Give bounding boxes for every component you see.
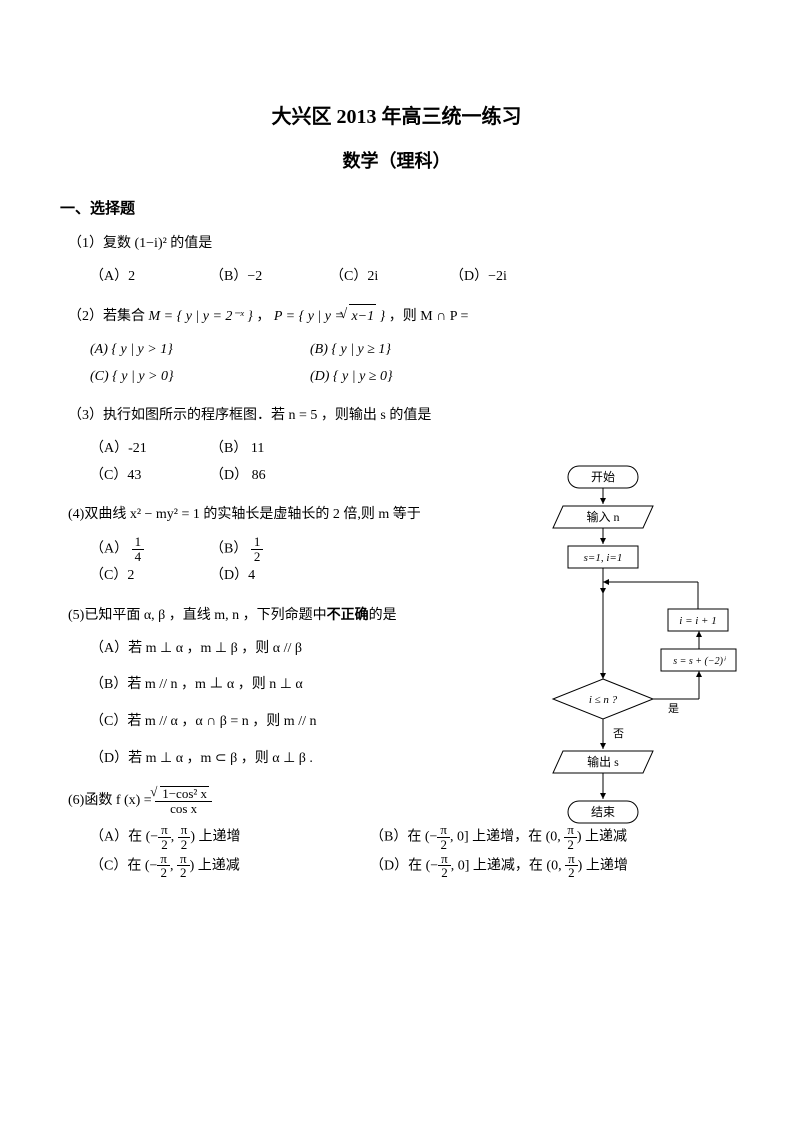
q5-bold: 不正确 bbox=[327, 608, 369, 623]
page-subtitle: 数学（理科） bbox=[60, 147, 733, 173]
fraction-icon: π2 bbox=[157, 852, 170, 880]
q2-p-post: } bbox=[376, 309, 385, 324]
q2-mid: ， bbox=[256, 309, 270, 324]
q6c-pre: （C）在 (− bbox=[90, 858, 157, 873]
q4-b-num: 1 bbox=[251, 535, 264, 550]
q2-opt-d: (D) { y | y ≥ 0} bbox=[310, 364, 530, 391]
q4-a-den: 4 bbox=[132, 550, 145, 564]
q3-options: （A）-21 （B） 11 （C）43 （D） 86 bbox=[60, 436, 480, 489]
q4-stem: (4)双曲线 x² − my² = 1 的实轴长是虚轴长的 2 倍,则 m 等于 bbox=[60, 503, 480, 527]
fc-no: 否 bbox=[613, 728, 624, 740]
q6-pre: (6)函数 f (x) = bbox=[68, 793, 155, 808]
exam-page: 大兴区 2013 年高三统一练习 数学（理科） 一、选择题 （1）复数 (1−i… bbox=[0, 0, 793, 934]
q5-opt-a: （A）若 m ⊥ α ，m ⊥ β ，则 α // β bbox=[90, 636, 480, 663]
q6a-pre: （A）在 (− bbox=[90, 830, 158, 845]
q6-opt-a: （A）在 (−π2, π2) 上递增 bbox=[90, 823, 370, 851]
q6a-d1: 2 bbox=[158, 838, 171, 852]
q2-stem: （2）若集合 M = { y | y = 2⁻ˣ } ， P = { y | y… bbox=[60, 304, 733, 329]
q4-a-num: 1 bbox=[132, 535, 145, 550]
q5-opt-c: （C）若 m // α ，α ∩ β = n ，则 m // n bbox=[90, 709, 480, 736]
q5-opt-d: （D）若 m ⊥ α ，m ⊂ β ，则 α ⊥ β . bbox=[90, 746, 480, 773]
q1-opt-c: （C）2i bbox=[330, 264, 450, 291]
q1-stem: （1）复数 (1−i)² 的值是 bbox=[60, 232, 733, 256]
fc-yes: 是 bbox=[668, 702, 679, 715]
q6-num-sqrt: 1−cos² x bbox=[160, 786, 209, 801]
fraction-icon: π2 bbox=[158, 823, 171, 851]
fraction-icon: π2 bbox=[177, 852, 190, 880]
fc-start: 开始 bbox=[591, 470, 615, 484]
fc-init: s=1, i=1 bbox=[584, 552, 623, 564]
q2-end: ，则 M ∩ P = bbox=[389, 309, 469, 324]
fraction-icon: 14 bbox=[132, 535, 145, 563]
q6b-d1: 2 bbox=[437, 838, 450, 852]
q6c-n1: π bbox=[157, 852, 170, 867]
page-title: 大兴区 2013 年高三统一练习 bbox=[60, 100, 733, 129]
q3-opt-c: （C）43 bbox=[90, 463, 210, 490]
q2-opt-b: (B) { y | y ≥ 1} bbox=[310, 337, 530, 364]
q6c-mid: , bbox=[170, 858, 177, 873]
fc-output: 输出 s bbox=[587, 754, 619, 769]
q6c-post: ) 上递减 bbox=[190, 858, 240, 873]
flowchart-diagram: 开始 输入 n s=1, i=1 i = i + 1 s = s + (−2)ⁱ… bbox=[513, 464, 743, 874]
fc-end: 结束 bbox=[591, 805, 615, 819]
q4-a-label: （A） bbox=[90, 542, 128, 557]
q4-b-den: 2 bbox=[251, 550, 264, 564]
q4-opt-b: （B） 12 bbox=[210, 535, 330, 563]
q1-opt-a: （A）2 bbox=[90, 264, 210, 291]
q4-opt-c: （C）2 bbox=[90, 563, 210, 590]
q3-stem: （3）执行如图所示的程序框图．若 n = 5 ，则输出 s 的值是 bbox=[60, 404, 480, 428]
q5-pre: (5)已知平面 α, β ，直线 m, n ，下列命题中 bbox=[68, 608, 327, 623]
q2-options: (A) { y | y > 1} (B) { y | y ≥ 1} (C) { … bbox=[60, 337, 733, 390]
fraction-icon: π2 bbox=[438, 852, 451, 880]
q1-opt-b: （B）−2 bbox=[210, 264, 330, 291]
fc-update: s = s + (−2)ⁱ bbox=[673, 656, 727, 667]
q5-opt-b: （B）若 m // n ，m ⊥ α ，则 n ⊥ α bbox=[90, 672, 480, 699]
q3-opt-a: （A）-21 bbox=[90, 436, 210, 463]
q1-options: （A）2 （B）−2 （C）2i （D）−2i bbox=[60, 264, 733, 291]
sqrt-icon: x−1 bbox=[347, 304, 376, 329]
q5-stem: (5)已知平面 α, β ，直线 m, n ，下列命题中不正确的是 bbox=[60, 604, 480, 628]
q5-options: （A）若 m ⊥ α ，m ⊥ β ，则 α // β （B）若 m // n … bbox=[60, 636, 480, 772]
q2-p-sqrt: x−1 bbox=[349, 304, 376, 329]
q6d-pre: （D）在 (− bbox=[370, 858, 438, 873]
q4-b-label: （B） bbox=[210, 542, 247, 557]
q6c-d1: 2 bbox=[157, 866, 170, 880]
q4-opt-a: （A） 14 bbox=[90, 535, 210, 563]
q3-opt-b: （B） 11 bbox=[210, 436, 330, 463]
q6-den: cos x bbox=[155, 802, 212, 816]
q6d-n1: π bbox=[438, 852, 451, 867]
q4-opt-d: （D）4 bbox=[210, 563, 330, 590]
fraction-icon: 12 bbox=[251, 535, 264, 563]
content-wrap: （1）复数 (1−i)² 的值是 （A）2 （B）−2 （C）2i （D）−2i… bbox=[60, 232, 733, 880]
fraction-icon: π2 bbox=[178, 823, 191, 851]
fraction-icon: π2 bbox=[437, 823, 450, 851]
q6a-n2: π bbox=[178, 823, 191, 838]
q6b-n1: π bbox=[437, 823, 450, 838]
fc-inc: i = i + 1 bbox=[679, 615, 716, 627]
q6d-d1: 2 bbox=[438, 866, 451, 880]
q6a-d2: 2 bbox=[178, 838, 191, 852]
q5-post: 的是 bbox=[369, 608, 397, 623]
section-header: 一、选择题 bbox=[60, 197, 733, 218]
q2-pre: （2）若集合 bbox=[68, 309, 149, 324]
q2-opt-c: (C) { y | y > 0} bbox=[90, 364, 310, 391]
sqrt-icon: 1−cos² x bbox=[158, 786, 209, 801]
q2-opt-a: (A) { y | y > 1} bbox=[90, 337, 310, 364]
q3-opt-d: （D） 86 bbox=[210, 463, 330, 490]
q6c-d2: 2 bbox=[177, 866, 190, 880]
q6-frac: 1−cos² x cos x bbox=[155, 786, 212, 815]
q6-opt-c: （C）在 (−π2, π2) 上递减 bbox=[90, 852, 370, 880]
q6-num: 1−cos² x bbox=[155, 786, 212, 802]
q2-m: M = { y | y = 2⁻ˣ } bbox=[149, 309, 253, 324]
q6c-n2: π bbox=[177, 852, 190, 867]
q1-opt-d: （D）−2i bbox=[450, 264, 570, 291]
fc-cond: i ≤ n ? bbox=[589, 694, 618, 706]
fc-input: 输入 n bbox=[586, 509, 619, 524]
q6a-post: ) 上递增 bbox=[190, 830, 240, 845]
q4-options: （A） 14 （B） 12 （C）2 （D）4 bbox=[60, 535, 480, 590]
q2-p-pre: P = { y | y = bbox=[274, 309, 348, 324]
q6a-mid: , bbox=[171, 830, 178, 845]
q6b-pre: （B）在 (− bbox=[370, 830, 437, 845]
q6a-n1: π bbox=[158, 823, 171, 838]
